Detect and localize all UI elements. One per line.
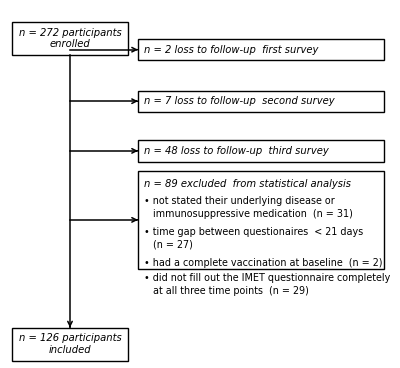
Text: n = 2 loss to follow-up  first survey: n = 2 loss to follow-up first survey — [144, 45, 318, 55]
Bar — [12, 22, 128, 55]
Text: • had a complete vaccination at baseline  (n = 2): • had a complete vaccination at baseline… — [144, 258, 382, 268]
Bar — [138, 91, 384, 112]
Text: n = 89 excluded  from statistical analysis: n = 89 excluded from statistical analysi… — [144, 179, 350, 189]
Bar — [138, 140, 384, 162]
Text: • not stated their underlying disease or
   immunosuppressive medication  (n = 3: • not stated their underlying disease or… — [144, 196, 352, 219]
Text: n = 48 loss to follow-up  third survey: n = 48 loss to follow-up third survey — [144, 146, 328, 156]
Text: n = 126 participants
included: n = 126 participants included — [19, 333, 121, 355]
Text: n = 7 loss to follow-up  second survey: n = 7 loss to follow-up second survey — [144, 96, 334, 106]
Bar — [138, 171, 384, 269]
Bar — [138, 39, 384, 60]
Text: n = 272 participants
enrolled: n = 272 participants enrolled — [19, 28, 121, 49]
Text: • did not fill out the IMET questionnaire completely
   at all three time points: • did not fill out the IMET questionnair… — [144, 273, 390, 296]
Text: • time gap between questionaires  < 21 days
   (n = 27): • time gap between questionaires < 21 da… — [144, 227, 363, 250]
Bar — [12, 328, 128, 361]
